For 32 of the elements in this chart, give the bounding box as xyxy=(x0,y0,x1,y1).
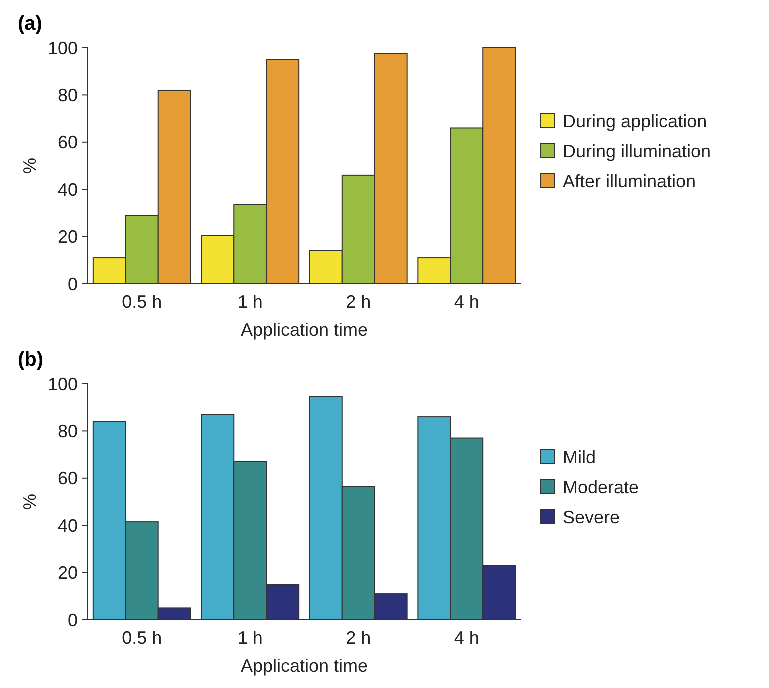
y-tick-label: 80 xyxy=(58,422,78,442)
x-tick-label: 2 h xyxy=(346,628,372,648)
y-tick-label: 20 xyxy=(58,227,78,248)
y-tick-label: 40 xyxy=(58,516,78,536)
legend-label: Mild xyxy=(563,447,596,468)
x-tick-label: 1 h xyxy=(238,628,263,648)
x-tick-label: 4 h xyxy=(454,292,480,312)
chart-title: (a) xyxy=(18,13,42,35)
y-axis-title: % xyxy=(20,158,40,174)
legend-label: During application xyxy=(563,111,708,132)
x-tick-label: 4 h xyxy=(454,628,480,648)
y-tick-label: 100 xyxy=(48,38,78,58)
x-axis-title: Application time xyxy=(240,320,368,340)
y-tick-label: 20 xyxy=(58,563,78,584)
legend-label: After illumination xyxy=(563,171,696,192)
chart-title: (b) xyxy=(18,349,44,371)
y-tick-label: 0 xyxy=(68,610,78,630)
y-axis-title: % xyxy=(20,494,40,510)
x-tick-label: 1 h xyxy=(238,292,263,312)
y-tick-label: 60 xyxy=(58,468,78,489)
legend-label: Severe xyxy=(563,507,620,528)
x-axis-title: Application time xyxy=(240,656,368,676)
x-tick-label: 0.5 h xyxy=(122,292,162,312)
y-tick-label: 40 xyxy=(58,180,78,200)
legend-label: During illumination xyxy=(563,141,712,162)
y-tick-label: 80 xyxy=(58,86,78,106)
x-tick-label: 0.5 h xyxy=(122,628,162,648)
y-tick-label: 100 xyxy=(48,374,78,394)
y-tick-label: 0 xyxy=(68,274,78,294)
legend-label: Moderate xyxy=(563,477,640,498)
y-tick-label: 60 xyxy=(58,132,78,153)
x-tick-label: 2 h xyxy=(346,292,372,312)
